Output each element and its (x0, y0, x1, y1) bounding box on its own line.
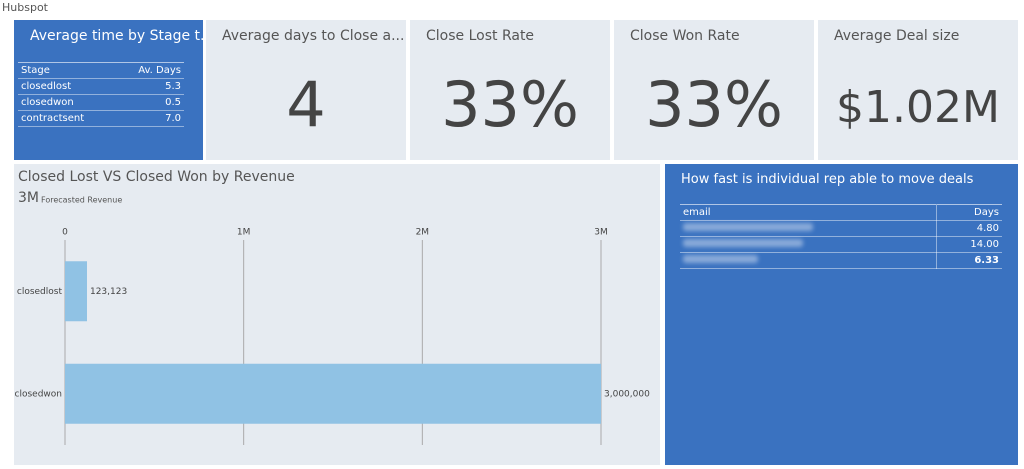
column-header: Stage (18, 62, 116, 79)
cell: 4.80 (936, 220, 1002, 237)
tile[interactable]: Average days to Close a... 4 (206, 20, 406, 160)
column-header: Days (936, 204, 1002, 221)
tile-title: Average days to Close a... (222, 28, 405, 44)
value-label: 3,000,000 (604, 389, 650, 399)
tile-value: 4 (286, 68, 326, 141)
cell: closedlost (18, 78, 116, 95)
chart-panel[interactable]: Closed Lost VS Closed Won by Revenue 3M … (14, 164, 660, 465)
chart-subtitle: Forecasted Revenue (41, 196, 122, 205)
tile-title: Close Won Rate (630, 28, 740, 44)
app-title: Hubspot (2, 1, 48, 14)
cell: contractsent (18, 110, 116, 127)
tile[interactable]: Average time by Stage t... Stage Av. Days… (14, 20, 213, 160)
x-tick-label: 0 (62, 228, 68, 238)
bar (65, 261, 87, 322)
cell: closedwon (18, 94, 116, 111)
redacted-email (683, 223, 813, 231)
tile[interactable]: Close Lost Rate 33% (410, 20, 610, 160)
tile-title: Average Deal size (834, 28, 960, 44)
panel-title: How fast is individual rep able to move … (681, 172, 974, 187)
cell (680, 236, 937, 253)
x-tick-label: 1M (237, 228, 251, 238)
x-tick-label: 3M (594, 228, 608, 238)
cell: 14.00 (936, 236, 1002, 253)
bar (65, 363, 601, 424)
cell (680, 220, 937, 237)
tile[interactable]: Average Deal size $1.02M (818, 20, 1018, 160)
rep-table: email Days 4.80 14.00 6.33 (680, 204, 1002, 269)
y-tick-label: closedwon (15, 389, 62, 399)
chart-summary: 3M (18, 190, 39, 206)
column-header: email (680, 204, 937, 221)
rep-panel[interactable]: How fast is individual rep able to move … (665, 164, 1018, 465)
redacted-email (683, 239, 803, 247)
value-label: 123,123 (90, 287, 127, 297)
tile-title: Close Lost Rate (426, 28, 535, 44)
tile[interactable]: Close Won Rate 33% (614, 20, 814, 160)
tile-value: $1.02M (836, 82, 1000, 133)
tile-value: 33% (441, 68, 579, 141)
x-tick-label: 2M (416, 228, 430, 238)
cell: 0.5 (115, 94, 184, 111)
redacted-email (683, 255, 758, 263)
total-cell: 6.33 (936, 252, 1002, 269)
tile-value: 33% (645, 68, 783, 141)
column-header: Av. Days (115, 62, 184, 79)
stage-table: Stage Av. Days closedlost 5.3 closedwon 0.5… (18, 62, 184, 127)
y-tick-label: closedlost (17, 287, 63, 297)
cell (680, 252, 937, 269)
cell: 5.3 (115, 78, 184, 95)
chart: Closed Lost VS Closed Won by Revenue 3M … (15, 169, 650, 445)
chart-title: Closed Lost VS Closed Won by Revenue (18, 169, 295, 185)
tile-title: Average time by Stage t... (30, 28, 214, 44)
cell: 7.0 (115, 110, 184, 127)
